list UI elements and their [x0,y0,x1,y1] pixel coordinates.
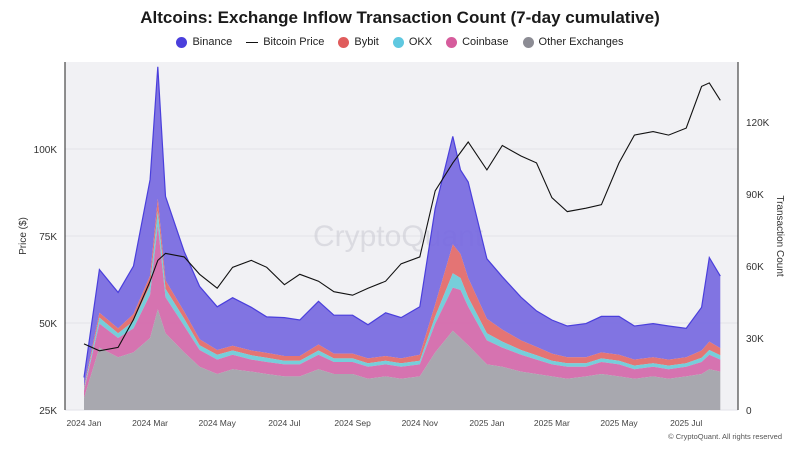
legend-swatch-okx [392,36,404,48]
legend-swatch-coinbase [446,36,458,48]
legend-label: OKX [408,36,433,48]
area-series-other-exchanges [84,309,721,410]
legend-item-bitcoin-price[interactable]: Bitcoin Price [246,36,324,48]
legend-label: Coinbase [462,36,509,48]
chart-legend: Binance Bitcoin Price Bybit OKX Coinbase Othe… [0,36,800,48]
y-left-axis-label: Price ($) [18,217,29,255]
x-tick-label: 2024 Jan [67,418,102,428]
x-tick-label: 2024 Nov [402,418,439,428]
y-left-tick-label: 50K [39,319,57,330]
x-tick-label: 2025 Jan [469,418,504,428]
x-tick-label: 2025 Mar [534,418,570,428]
legend-item-other-exchanges[interactable]: Other Exchanges [522,36,624,48]
area-series-binance [84,66,721,388]
legend-label: Other Exchanges [538,36,624,48]
x-tick-label: 2024 Mar [132,418,168,428]
x-tick-label: 2024 Jul [268,418,300,428]
y-left-tick-label: 75K [39,232,57,243]
legend-swatch-binance [176,36,188,48]
y-right-tick-label: 0 [746,406,752,417]
y-right-tick-label: 30K [746,334,764,345]
x-tick-label: 2025 Jul [670,418,702,428]
area-edge-binance [83,66,721,378]
legend-swatch-other-exchanges [522,36,534,48]
legend-item-okx[interactable]: OKX [392,36,433,48]
legend-item-bybit[interactable]: Bybit [338,36,379,48]
copyright-notice: © CryptoQuant. All rights reserved [668,432,782,441]
legend-item-coinbase[interactable]: Coinbase [446,36,509,48]
y-right-tick-label: 90K [746,190,764,201]
legend-label: Binance [192,36,233,48]
y-left-tick-label: 100K [34,145,58,156]
x-tick-label: 2025 May [600,418,638,428]
y-right-axis-label: Transaction Count [774,195,785,277]
y-right-tick-label: 60K [746,262,764,273]
y-right-tick-label: 120K [746,118,770,129]
chart-title: Altcoins: Exchange Inflow Transaction Co… [140,8,660,27]
legend-item-binance[interactable]: Binance [176,36,232,48]
legend-label: Bitcoin Price [263,36,325,48]
line-series-bitcoin-price [83,82,721,352]
y-left-tick-label: 25K [39,406,57,417]
legend-label: Bybit [354,36,379,48]
x-tick-label: 2024 Sep [334,418,371,428]
legend-swatch-bybit [338,36,350,48]
legend-swatch-bitcoin-price [246,41,259,43]
x-tick-label: 2024 May [199,418,237,428]
